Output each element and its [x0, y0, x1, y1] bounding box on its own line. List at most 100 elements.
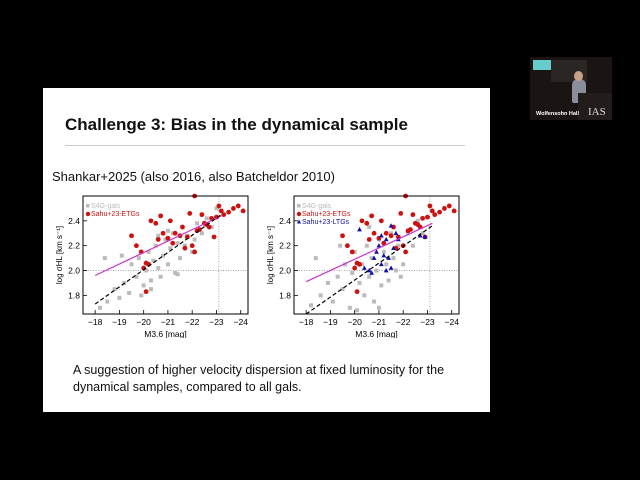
x-axis-label: M3.6 [mag]	[355, 329, 398, 338]
x-tick-label: −19	[323, 317, 338, 327]
data-point-sahu-23-ltgs	[388, 265, 394, 270]
data-point-sahu-23-etgs	[155, 237, 161, 242]
x-tick-label: −22	[185, 317, 200, 327]
data-point-sahu-23-etgs	[199, 212, 205, 218]
speaker-head	[574, 71, 583, 81]
data-point-sahu-23-ltgs	[357, 226, 362, 232]
data-point-s4g-gals	[389, 231, 394, 236]
data-point-sahu-23-etgs	[221, 212, 227, 218]
data-point-s4g-gals	[158, 274, 163, 279]
data-point-sahu-23-etgs	[408, 227, 413, 232]
data-point-sahu-23-etgs	[206, 224, 212, 230]
data-point-s4g-gals	[144, 268, 149, 273]
data-point-sahu-23-etgs	[231, 206, 236, 211]
data-point-sahu-23-etgs	[410, 212, 416, 218]
data-point-s4g-gals	[393, 268, 398, 273]
data-point-sahu-23-ltgs	[422, 234, 428, 239]
data-point-sahu-23-ltgs	[376, 243, 382, 248]
data-point-s4g-gals	[146, 249, 151, 254]
projection-screen	[533, 60, 551, 70]
data-point-sahu-23-etgs	[187, 210, 193, 216]
y-axis-label: log σHL [km s⁻¹]	[266, 226, 275, 284]
data-point-s4g-gals	[376, 305, 381, 310]
presentation-slide: Challenge 3: Bias in the dynamical sampl…	[43, 88, 490, 412]
data-point-s4g-gals	[161, 253, 166, 258]
data-point-sahu-23-etgs	[216, 203, 222, 209]
data-point-sahu-23-etgs	[420, 215, 426, 221]
location-label: Wolfensohn Hall	[536, 111, 579, 117]
data-point-sahu-23-etgs	[189, 243, 195, 249]
data-point-sahu-23-etgs	[364, 220, 370, 226]
data-point-sahu-23-etgs	[158, 213, 164, 219]
data-point-sahu-23-etgs	[398, 210, 404, 216]
data-point-s4g-gals	[190, 249, 195, 254]
data-point-s4g-gals	[195, 221, 200, 226]
legend-entry: S4G-gals	[91, 203, 121, 210]
data-point-sahu-23-etgs	[437, 209, 442, 215]
data-point-s4g-gals	[170, 231, 175, 236]
y-tick-label: 2.4	[68, 216, 80, 226]
y-tick-label: 2.2	[68, 241, 80, 251]
data-point-s4g-gals	[384, 262, 389, 267]
x-tick-label: −21	[161, 317, 176, 327]
data-point-sahu-23-ltgs	[361, 265, 367, 270]
slide-caption: A suggestion of higher velocity dispersi…	[73, 363, 445, 394]
ias-logo: IAS	[588, 106, 606, 118]
data-point-sahu-23-etgs	[378, 218, 384, 224]
data-point-s4g-gals	[148, 278, 153, 283]
data-point-sahu-23-etgs	[354, 289, 360, 295]
data-point-s4g-gals	[359, 262, 364, 267]
data-point-sahu-23-etgs	[381, 240, 387, 246]
data-point-sahu-23-etgs	[165, 235, 171, 241]
plot-frame	[82, 195, 249, 315]
data-point-s4g-gals	[156, 233, 161, 238]
data-point-s4g-gals	[355, 308, 360, 313]
legend-entry: S4G-gals	[302, 203, 332, 210]
data-point-sahu-23-ltgs	[383, 236, 389, 242]
data-point-s4g-gals	[410, 243, 415, 248]
data-point-s4g-gals	[364, 243, 369, 248]
x-tick-label: −22	[396, 317, 411, 327]
data-point-s4g-gals	[335, 274, 340, 279]
data-point-s4g-gals	[204, 216, 209, 221]
data-point-sahu-23-etgs	[352, 265, 358, 271]
data-point-s4g-gals	[153, 243, 158, 248]
data-point-sahu-23-etgs	[427, 203, 433, 209]
data-point-sahu-23-etgs	[226, 209, 231, 215]
data-point-sahu-23-etgs	[451, 208, 457, 214]
data-point-s4g-gals	[165, 228, 170, 233]
data-point-s4g-gals	[182, 243, 187, 248]
speaker-video-thumbnail[interactable]: IAS Wolfensohn Hall	[530, 57, 612, 120]
data-point-s4g-gals	[325, 280, 330, 285]
x-tick-label: −23	[420, 317, 435, 327]
data-point-s4g-gals	[173, 271, 178, 276]
data-point-s4g-gals	[362, 293, 367, 298]
data-point-sahu-23-etgs	[192, 249, 198, 255]
data-point-sahu-23-etgs	[442, 206, 447, 211]
x-tick-label: −20	[136, 317, 151, 327]
data-point-s4g-gals	[415, 218, 420, 223]
data-point-s4g-gals	[192, 237, 197, 242]
data-point-sahu-23-etgs	[340, 233, 345, 239]
data-point-s4g-gals	[369, 256, 374, 261]
data-point-sahu-23-ltgs	[391, 245, 396, 250]
data-point-s4g-gals	[102, 256, 107, 261]
data-point-sahu-23-etgs	[383, 230, 389, 236]
fit-line-dashed	[94, 214, 222, 305]
data-point-sahu-23-ltgs	[393, 230, 399, 236]
data-point-s4g-gals	[163, 237, 168, 242]
data-point-sahu-23-etgs	[357, 261, 362, 267]
y-tick-label: 1.8	[68, 290, 80, 300]
data-point-s4g-gals	[139, 293, 144, 298]
data-point-s4g-gals	[401, 262, 406, 267]
data-point-s4g-gals	[357, 280, 362, 285]
data-point-s4g-gals	[117, 295, 122, 300]
x-tick-label: −20	[347, 317, 362, 327]
data-point-s4g-gals	[420, 231, 425, 236]
data-point-sahu-23-etgs	[425, 214, 430, 220]
data-point-sahu-23-etgs	[235, 203, 241, 209]
data-point-s4g-gals	[379, 283, 384, 288]
data-point-s4g-gals	[127, 290, 132, 295]
data-point-s4g-gals	[352, 249, 357, 254]
data-point-sahu-23-ltgs	[388, 223, 394, 228]
